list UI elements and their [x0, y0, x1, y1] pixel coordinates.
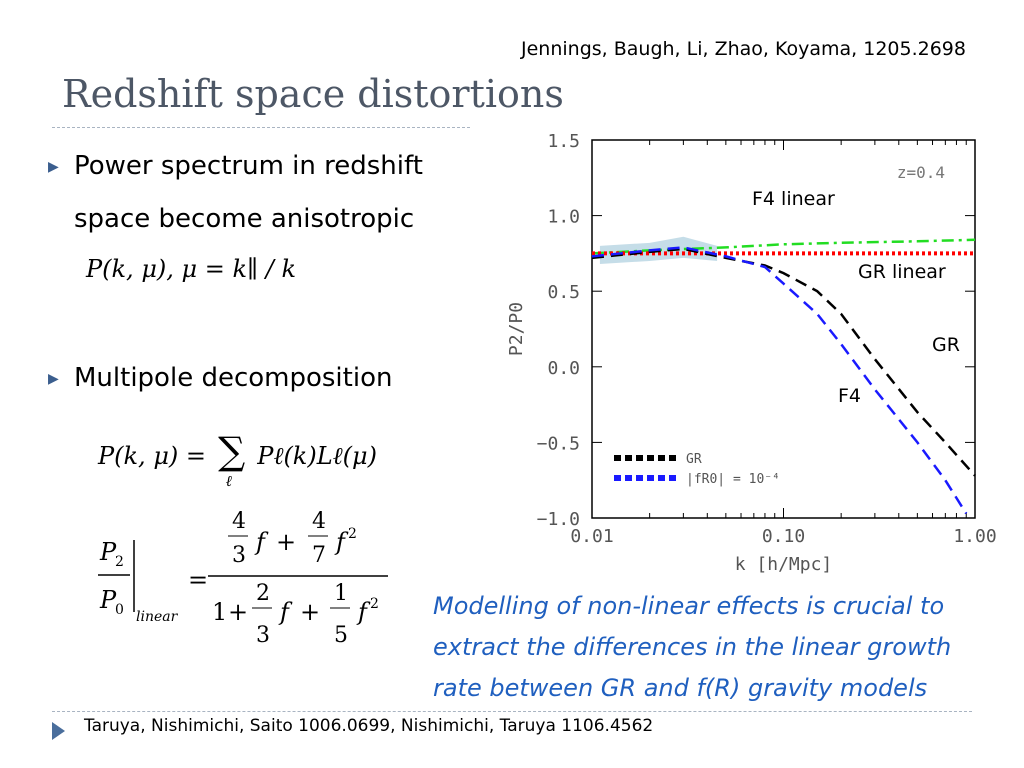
sum-index: ℓ	[225, 472, 232, 490]
svg-text:1: 1	[212, 598, 227, 626]
redshift-annotation: z=0.4	[897, 163, 945, 182]
x-axis-label: k [h/Mpc]	[735, 554, 833, 575]
callout-text: Modelling of non-linear effects is cruci…	[433, 586, 993, 709]
callout-line2: extract the differences in the linear gr…	[433, 633, 952, 661]
equation-lhs: P(k, μ) =	[98, 442, 207, 470]
bullet-triangle-icon: ▶	[48, 158, 59, 175]
svg-text:P: P	[99, 538, 117, 566]
legend-label: |fR0| = 10⁻⁴	[686, 472, 780, 487]
y-tick-label: −1.0	[537, 509, 580, 530]
svg-text:f: f	[356, 598, 371, 626]
bottom-citation: Taruya, Nishimichi, Saito 1006.0699, Nis…	[84, 716, 654, 736]
slide-title: Redshift space distortions	[62, 72, 564, 116]
series-f4	[591, 246, 968, 515]
equation-decomposition: P(k, μ) = ∑ ℓ Pℓ(k)Lℓ(μ)	[98, 429, 377, 490]
svg-text:+: +	[228, 598, 248, 626]
svg-text:f: f	[254, 528, 269, 556]
p2-p0-chart: 1.5 1.0 0.5 0.0 −0.5 −1.00.01 0.10 1.00 k [h/Mpc…	[506, 131, 997, 575]
y-axis-label: P2/P0	[506, 302, 527, 356]
svg-text:4: 4	[312, 509, 326, 534]
curve-label: GR linear	[858, 261, 946, 283]
title-divider	[52, 127, 470, 128]
bullet-triangle-icon: ▶	[48, 370, 59, 387]
svg-text:f: f	[278, 598, 293, 626]
svg-text:+: +	[276, 528, 296, 556]
svg-text:2: 2	[370, 596, 379, 612]
callout-line3: rate between GR and f(R) gravity models	[433, 674, 928, 702]
y-tick-label: 1.0	[547, 207, 580, 228]
x-tick-label: 0.01	[570, 526, 613, 547]
series-gr	[591, 247, 976, 477]
svg-text:3: 3	[232, 543, 246, 568]
svg-text:2: 2	[348, 526, 357, 542]
y-tick-label: −0.5	[537, 433, 580, 454]
svg-text:3: 3	[256, 623, 270, 648]
svg-text:5: 5	[334, 623, 348, 648]
svg-text:7: 7	[312, 543, 326, 568]
footer-triangle-icon	[52, 722, 65, 740]
svg-text:0: 0	[115, 602, 124, 618]
svg-text:2: 2	[115, 554, 124, 570]
x-tick-label: 1.00	[953, 526, 996, 547]
bullet-power-spectrum: ▶ Power spectrum in redshift space become…	[48, 140, 498, 245]
bullet-text: Multipole decomposition	[74, 363, 393, 393]
curve-label: F4 linear	[752, 188, 835, 210]
y-tick-label: 0.5	[547, 282, 580, 303]
sum-symbol: ∑ ℓ	[218, 429, 246, 490]
svg-text:+: +	[300, 598, 320, 626]
legend-label: GR	[686, 452, 702, 467]
svg-text:4: 4	[232, 509, 246, 534]
bullet-multipole: ▶ Multipole decomposition	[48, 352, 498, 405]
svg-text:f: f	[334, 528, 349, 556]
y-tick-label: 0.0	[547, 358, 580, 379]
bullet-text-line1: Power spectrum in redshift	[74, 151, 423, 181]
svg-text:1: 1	[334, 581, 348, 606]
footer-divider	[52, 711, 972, 712]
svg-text:P: P	[99, 586, 117, 614]
equation-anisotropic: P(k, μ), μ = k∥ / k	[86, 255, 297, 283]
top-citation: Jennings, Baugh, Li, Zhao, Koyama, 1205.…	[521, 38, 966, 60]
svg-text:2: 2	[256, 581, 270, 606]
x-tick-label: 0.10	[762, 526, 805, 547]
y-tick-label: 1.5	[547, 131, 580, 152]
ratio-subscript: linear	[136, 609, 179, 625]
curve-label: GR	[932, 334, 960, 356]
curve-label: F4	[838, 385, 861, 407]
equation-rhs: Pℓ(k)Lℓ(μ)	[257, 442, 377, 470]
svg-text:=: =	[188, 566, 208, 594]
bullet-text-line2: space become anisotropic	[74, 203, 415, 234]
callout-line1: Modelling of non-linear effects is cruci…	[433, 592, 945, 620]
